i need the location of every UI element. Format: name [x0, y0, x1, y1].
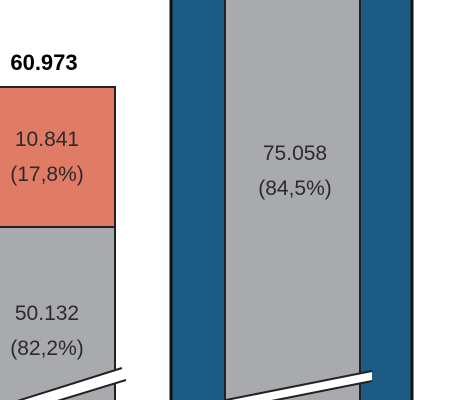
bar-1-segment-top-value: 10.841 — [15, 128, 79, 151]
bar-1-axis-break — [17, 367, 127, 400]
bar-1-segment-top-share: (17,8%) — [10, 163, 84, 186]
bar-1: 60.973 10.841 (17,8%) 50.132 (82,2%) — [0, 50, 127, 400]
bar-1-segment-bottom — [0, 226, 116, 400]
bar-1-segment-bottom-share: (82,2%) — [10, 337, 84, 360]
bar-1-total-label: 60.973 — [10, 50, 77, 75]
bar-2-segment — [224, 0, 361, 400]
bar-1-segment-bottom-value: 50.132 — [15, 302, 79, 325]
bar-1-segment-top — [0, 86, 116, 228]
bar-2-axis-break — [225, 370, 373, 400]
bar-2-segment-value: 75.058 — [263, 142, 327, 165]
bar-2-segment-share: (84,5%) — [258, 177, 332, 200]
bar-2: 75.058 (84,5%) — [169, 0, 414, 400]
